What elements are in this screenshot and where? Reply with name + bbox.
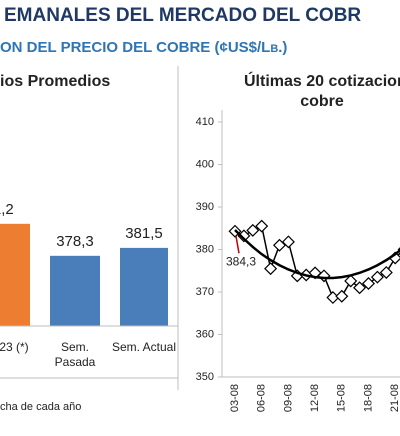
footnote: cha de cada año bbox=[0, 401, 81, 413]
bar bbox=[50, 255, 100, 326]
point bbox=[370, 270, 384, 284]
y-tick-label: 360 bbox=[196, 328, 214, 340]
x-tick-label: 03-08 bbox=[229, 384, 241, 412]
y-tick-label: 410 bbox=[196, 116, 214, 128]
x-tick-label: 21-08 bbox=[389, 384, 400, 412]
x-tick-label: 23 (*) bbox=[0, 340, 29, 354]
x-tick-label: 15-08 bbox=[336, 384, 348, 412]
y-tick-label: 350 bbox=[196, 371, 214, 383]
point bbox=[361, 276, 376, 291]
value-label: 378,3 bbox=[56, 233, 94, 250]
y-tick-label: 400 bbox=[196, 158, 214, 170]
point bbox=[281, 235, 295, 249]
point-label: 384,3 bbox=[226, 254, 256, 268]
page-subtitle: ON DEL PRECIO DEL COBRE (¢US$/Lb.) bbox=[0, 39, 287, 56]
value-label: 381,5 bbox=[125, 225, 163, 242]
price-line bbox=[234, 225, 400, 299]
point bbox=[344, 274, 358, 288]
x-tick-label: Sem. Actual bbox=[112, 340, 176, 354]
point bbox=[237, 229, 251, 243]
chart-title: ios Promedios bbox=[0, 73, 110, 90]
x-tick-label: Sem. bbox=[61, 340, 89, 354]
point bbox=[246, 223, 260, 237]
page-title: EMANALES DEL MERCADO DEL COBR bbox=[4, 5, 361, 26]
point bbox=[272, 238, 287, 252]
point bbox=[326, 291, 340, 305]
point bbox=[335, 289, 349, 303]
chart-title: Últimas 20 cotizaciones bbox=[244, 71, 400, 90]
point bbox=[379, 265, 393, 279]
bar bbox=[0, 223, 30, 326]
point bbox=[353, 281, 367, 295]
trend-line bbox=[234, 229, 400, 280]
value-label: 391,2 bbox=[0, 201, 14, 218]
x-tick-label: Pasada bbox=[55, 355, 96, 369]
x-tick-label: 12-08 bbox=[309, 384, 321, 412]
point bbox=[264, 262, 278, 276]
label-arrow bbox=[235, 236, 240, 254]
bar bbox=[120, 247, 168, 326]
x-tick-label: 18-08 bbox=[362, 384, 374, 412]
x-tick-label: 06-08 bbox=[256, 384, 268, 412]
chart-title: cobre bbox=[300, 93, 344, 110]
y-tick-label: 370 bbox=[196, 286, 214, 298]
x-tick-label: 09-08 bbox=[282, 384, 294, 412]
y-tick-label: 390 bbox=[196, 201, 214, 213]
y-tick-label: 380 bbox=[196, 243, 214, 255]
point bbox=[255, 219, 269, 233]
